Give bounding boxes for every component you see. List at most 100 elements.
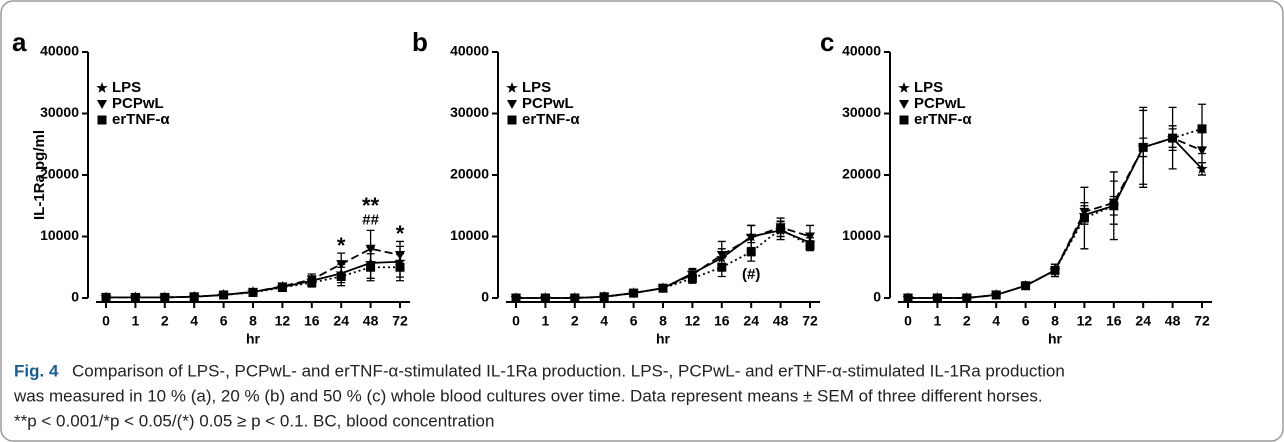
annotation: * (396, 221, 405, 246)
x-tick-label: 8 (1051, 313, 1059, 329)
marker (1197, 124, 1207, 134)
marker (219, 290, 229, 300)
x-tick-label: 8 (659, 313, 667, 329)
marker (511, 293, 521, 303)
x-axis-label: hr (246, 331, 261, 347)
annotation: ## (362, 211, 379, 228)
panel-label: a (12, 27, 27, 57)
legend-marker (507, 100, 517, 109)
x-tick-label: 4 (600, 313, 608, 329)
marker (746, 247, 756, 257)
x-tick-label: 48 (363, 313, 379, 329)
x-tick-label: 4 (992, 313, 1000, 329)
panel-label: b (412, 27, 428, 57)
marker (658, 283, 668, 293)
x-tick-label: 16 (714, 313, 730, 329)
marker (160, 292, 170, 302)
caption-line: **p < 0.001/*p < 0.05/(*) 0.05 ≥ p < 0.1… (14, 411, 494, 430)
marker (101, 292, 111, 302)
y-tick-label: 20000 (842, 166, 881, 182)
legend-marker (97, 100, 107, 109)
x-tick-label: 72 (392, 313, 408, 329)
y-tick-label: 30000 (842, 104, 881, 120)
y-tick-label: 40000 (40, 43, 79, 59)
legend-label: PCPwL (112, 95, 164, 112)
x-tick-label: 48 (1165, 313, 1181, 329)
x-tick-label: 1 (542, 313, 550, 329)
x-tick-label: 24 (333, 313, 349, 329)
marker (366, 262, 376, 272)
marker (130, 292, 140, 302)
marker (277, 283, 287, 293)
marker (599, 292, 609, 302)
x-tick-label: 2 (161, 313, 169, 329)
legend-label: LPS (522, 79, 551, 96)
marker (629, 288, 639, 298)
y-tick-label: 0 (71, 289, 79, 305)
y-tick-label: 10000 (40, 227, 79, 243)
x-axis-label: hr (656, 331, 671, 347)
marker (932, 293, 942, 303)
marker (687, 273, 697, 283)
legend-label: erTNF-α (522, 111, 580, 128)
x-tick-label: 16 (1106, 313, 1122, 329)
marker (991, 290, 1001, 300)
x-tick-label: 6 (1022, 313, 1030, 329)
x-axis-label: hr (1048, 331, 1063, 347)
legend-marker (507, 115, 517, 125)
legend-label: LPS (112, 79, 141, 96)
marker (776, 224, 786, 234)
x-tick-label: 0 (102, 313, 110, 329)
x-tick-label: 72 (802, 313, 818, 329)
legend-marker (506, 82, 518, 93)
marker (365, 244, 376, 254)
marker (962, 293, 972, 303)
marker (336, 271, 346, 281)
x-tick-label: 24 (1135, 313, 1151, 329)
x-tick-label: 1 (132, 313, 140, 329)
y-tick-label: 10000 (450, 227, 489, 243)
y-tick-label: 30000 (40, 104, 79, 120)
series-line (516, 228, 811, 299)
caption-line: was measured in 10 % (a), 20 % (b) and 5… (13, 386, 1043, 405)
y-tick-label: 0 (873, 289, 881, 305)
panel-label: c (820, 27, 834, 57)
marker (1079, 213, 1089, 223)
y-tick-label: 40000 (842, 43, 881, 59)
marker (805, 241, 815, 251)
legend-marker (96, 82, 108, 93)
series-line (908, 137, 1203, 299)
x-tick-label: 2 (571, 313, 579, 329)
annotation: (#) (742, 266, 760, 283)
marker (1050, 265, 1060, 275)
y-tick-label: 0 (481, 289, 489, 305)
legend-marker (898, 82, 910, 93)
legend-label: erTNF-α (112, 111, 170, 128)
y-tick-label: 40000 (450, 43, 489, 59)
marker (1168, 133, 1178, 143)
y-tick-label: 10000 (842, 227, 881, 243)
marker (1021, 281, 1031, 291)
x-tick-label: 12 (685, 313, 701, 329)
x-tick-label: 6 (220, 313, 228, 329)
marker (189, 292, 199, 302)
annotation: ** (362, 193, 380, 218)
marker (540, 293, 550, 303)
legend-marker (97, 115, 107, 125)
marker (805, 232, 815, 242)
x-tick-label: 0 (512, 313, 520, 329)
annotation: * (337, 233, 346, 258)
marker (903, 293, 913, 303)
x-tick-label: 72 (1194, 313, 1210, 329)
marker (716, 250, 727, 260)
x-tick-label: 0 (904, 313, 912, 329)
x-tick-label: 6 (630, 313, 638, 329)
marker (717, 262, 727, 272)
y-axis-label: IL-1Ra pg/ml (31, 130, 48, 220)
x-tick-label: 24 (743, 313, 759, 329)
legend-label: erTNF-α (914, 111, 972, 128)
x-tick-label: 16 (304, 313, 320, 329)
marker (307, 278, 317, 288)
marker (395, 262, 405, 272)
